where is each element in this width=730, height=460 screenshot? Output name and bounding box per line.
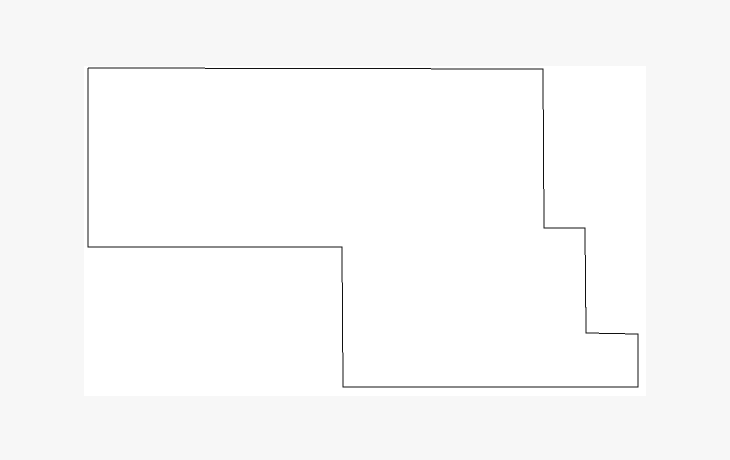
outline-path xyxy=(87,67,639,388)
drawing-canvas xyxy=(84,66,646,396)
